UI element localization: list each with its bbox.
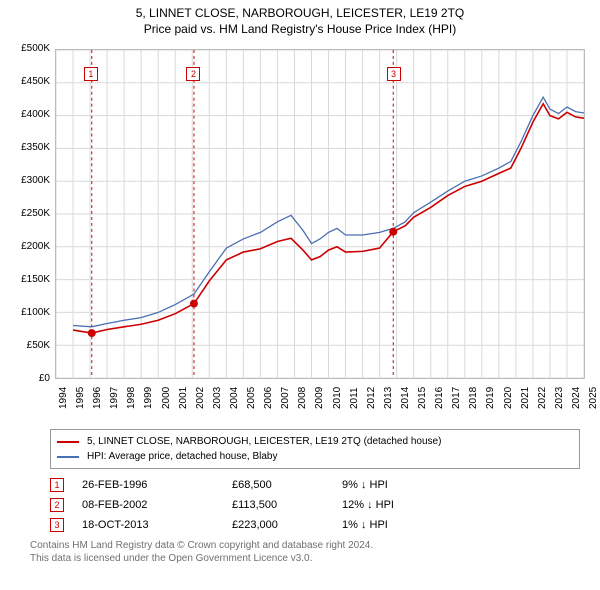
x-axis-label: 2006 [263, 387, 274, 409]
x-axis-label: 2020 [503, 387, 514, 409]
x-axis-label: 2004 [229, 387, 240, 409]
x-axis-label: 2009 [314, 387, 325, 409]
x-axis-label: 2023 [554, 387, 565, 409]
y-axis-label: £100K [10, 307, 50, 318]
x-axis-label: 2014 [400, 387, 411, 409]
y-axis-label: £200K [10, 241, 50, 252]
sale-date: 08-FEB-2002 [82, 499, 232, 511]
chart-title: 5, LINNET CLOSE, NARBOROUGH, LEICESTER, … [10, 6, 590, 37]
sale-marker-box: 3 [387, 67, 401, 81]
legend-item: HPI: Average price, detached house, Blab… [57, 449, 573, 464]
sale-marker-box: 2 [186, 67, 200, 81]
title-line-1: 5, LINNET CLOSE, NARBOROUGH, LEICESTER, … [10, 6, 590, 22]
legend: 5, LINNET CLOSE, NARBOROUGH, LEICESTER, … [50, 429, 580, 469]
x-axis-label: 2008 [297, 387, 308, 409]
legend-label: 5, LINNET CLOSE, NARBOROUGH, LEICESTER, … [87, 434, 441, 449]
sale-date: 26-FEB-1996 [82, 479, 232, 491]
plot-svg [55, 49, 585, 379]
sales-table: 1 26-FEB-1996£68,5009% ↓ HPI 2 08-FEB-2002£… [50, 475, 580, 535]
y-axis-label: £350K [10, 142, 50, 153]
x-axis-label: 2018 [468, 387, 479, 409]
x-axis-label: 2024 [571, 387, 582, 409]
sale-price: £223,000 [232, 519, 342, 531]
y-axis-label: £0 [10, 373, 50, 384]
sale-diff: 9% ↓ HPI [342, 479, 462, 491]
y-axis-label: £450K [10, 76, 50, 87]
y-axis-label: £500K [10, 43, 50, 54]
y-axis-label: £300K [10, 175, 50, 186]
x-axis-label: 2007 [280, 387, 291, 409]
x-axis-label: 2022 [537, 387, 548, 409]
sale-row: 2 08-FEB-2002£113,50012% ↓ HPI [50, 495, 580, 515]
x-axis-label: 2002 [195, 387, 206, 409]
y-axis-label: £150K [10, 274, 50, 285]
x-axis-label: 2019 [485, 387, 496, 409]
x-axis-label: 2003 [212, 387, 223, 409]
x-axis-label: 2001 [178, 387, 189, 409]
x-axis-label: 1996 [92, 387, 103, 409]
sale-row-marker: 2 [50, 498, 64, 512]
x-axis-label: 2015 [417, 387, 428, 409]
y-axis-label: £50K [10, 340, 50, 351]
x-axis-label: 2013 [383, 387, 394, 409]
x-axis-label: 2005 [246, 387, 257, 409]
sale-row: 1 26-FEB-1996£68,5009% ↓ HPI [50, 475, 580, 495]
footer-attribution: Contains HM Land Registry data © Crown c… [30, 539, 580, 565]
x-axis-label: 1997 [109, 387, 120, 409]
sale-row: 3 18-OCT-2013£223,0001% ↓ HPI [50, 515, 580, 535]
x-axis-label: 1994 [58, 387, 69, 409]
x-axis-label: 1999 [143, 387, 154, 409]
x-axis-label: 2017 [451, 387, 462, 409]
y-axis-label: £250K [10, 208, 50, 219]
chart-container: 5, LINNET CLOSE, NARBOROUGH, LEICESTER, … [0, 0, 600, 575]
legend-label: HPI: Average price, detached house, Blab… [87, 449, 278, 464]
sale-price: £113,500 [232, 499, 342, 511]
sale-row-marker: 1 [50, 478, 64, 492]
x-axis-label: 2012 [366, 387, 377, 409]
sale-row-marker: 3 [50, 518, 64, 532]
footer-line-2: This data is licensed under the Open Gov… [30, 552, 580, 565]
title-line-2: Price paid vs. HM Land Registry's House … [10, 22, 590, 38]
legend-swatch [57, 441, 79, 443]
x-axis-label: 2010 [332, 387, 343, 409]
sale-diff: 1% ↓ HPI [342, 519, 462, 531]
x-axis-label: 2016 [434, 387, 445, 409]
sale-date: 18-OCT-2013 [82, 519, 232, 531]
sale-price: £68,500 [232, 479, 342, 491]
x-axis-label: 2021 [520, 387, 531, 409]
chart-area: £0 £50K £100K £150K £200K £250K £300K £350K £400… [10, 43, 590, 423]
x-axis-label: 1995 [75, 387, 86, 409]
x-axis-label: 2000 [161, 387, 172, 409]
legend-item: 5, LINNET CLOSE, NARBOROUGH, LEICESTER, … [57, 434, 573, 449]
sale-diff: 12% ↓ HPI [342, 499, 462, 511]
footer-line-1: Contains HM Land Registry data © Crown c… [30, 539, 580, 552]
x-axis-label: 1998 [126, 387, 137, 409]
x-axis-label: 2025 [588, 387, 599, 409]
x-axis-label: 2011 [349, 388, 360, 410]
y-axis-label: £400K [10, 109, 50, 120]
legend-swatch [57, 456, 79, 458]
sale-marker-box: 1 [84, 67, 98, 81]
